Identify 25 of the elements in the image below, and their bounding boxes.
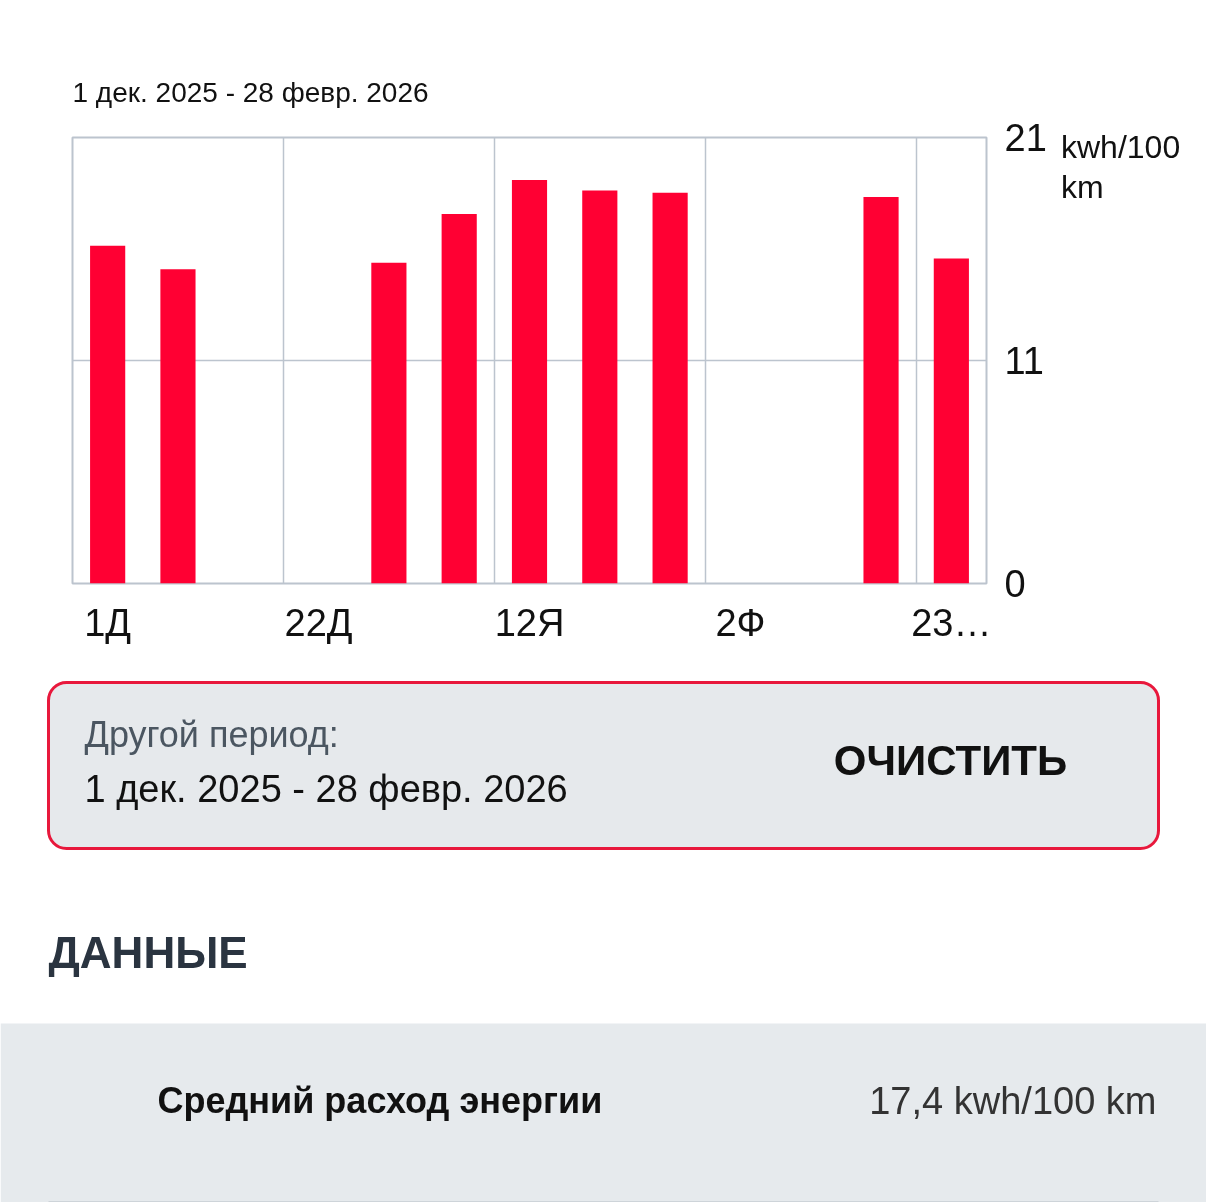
x-tick-label: 1Д (84, 601, 132, 644)
text: ДАННЫЕ (48, 928, 248, 977)
x-tick-label: 12Я (494, 601, 565, 644)
bar (511, 179, 548, 584)
x-tick-label: 23… (911, 601, 992, 644)
y-axis-title: kwh/100 km (1061, 128, 1182, 207)
chart-title: 1 дек. 2025 - 28 февр. 2026 (72, 76, 429, 108)
y-tick-label: 11 (1004, 340, 1044, 382)
text: ОЧИСТИТЬ (833, 737, 1068, 784)
text: 17,4 kwh/100 km (869, 1079, 1157, 1122)
bar (652, 192, 688, 584)
bar (160, 269, 196, 584)
y-tick-label: 0 (1004, 563, 1026, 605)
text: 1 дек. 2025 - 28 февр. 2026 (84, 767, 568, 810)
bar (90, 245, 126, 584)
bar (933, 258, 969, 584)
bar (371, 262, 407, 584)
bar (863, 196, 899, 584)
x-tick-label: 22Д (284, 601, 353, 644)
x-tick-label: 2Ф (715, 601, 766, 644)
text: Другой период: (84, 714, 339, 755)
y-tick-label: 21 (1004, 117, 1047, 159)
bar (441, 213, 477, 584)
text: Средний расход энергии (157, 1080, 603, 1121)
bar (582, 190, 618, 584)
